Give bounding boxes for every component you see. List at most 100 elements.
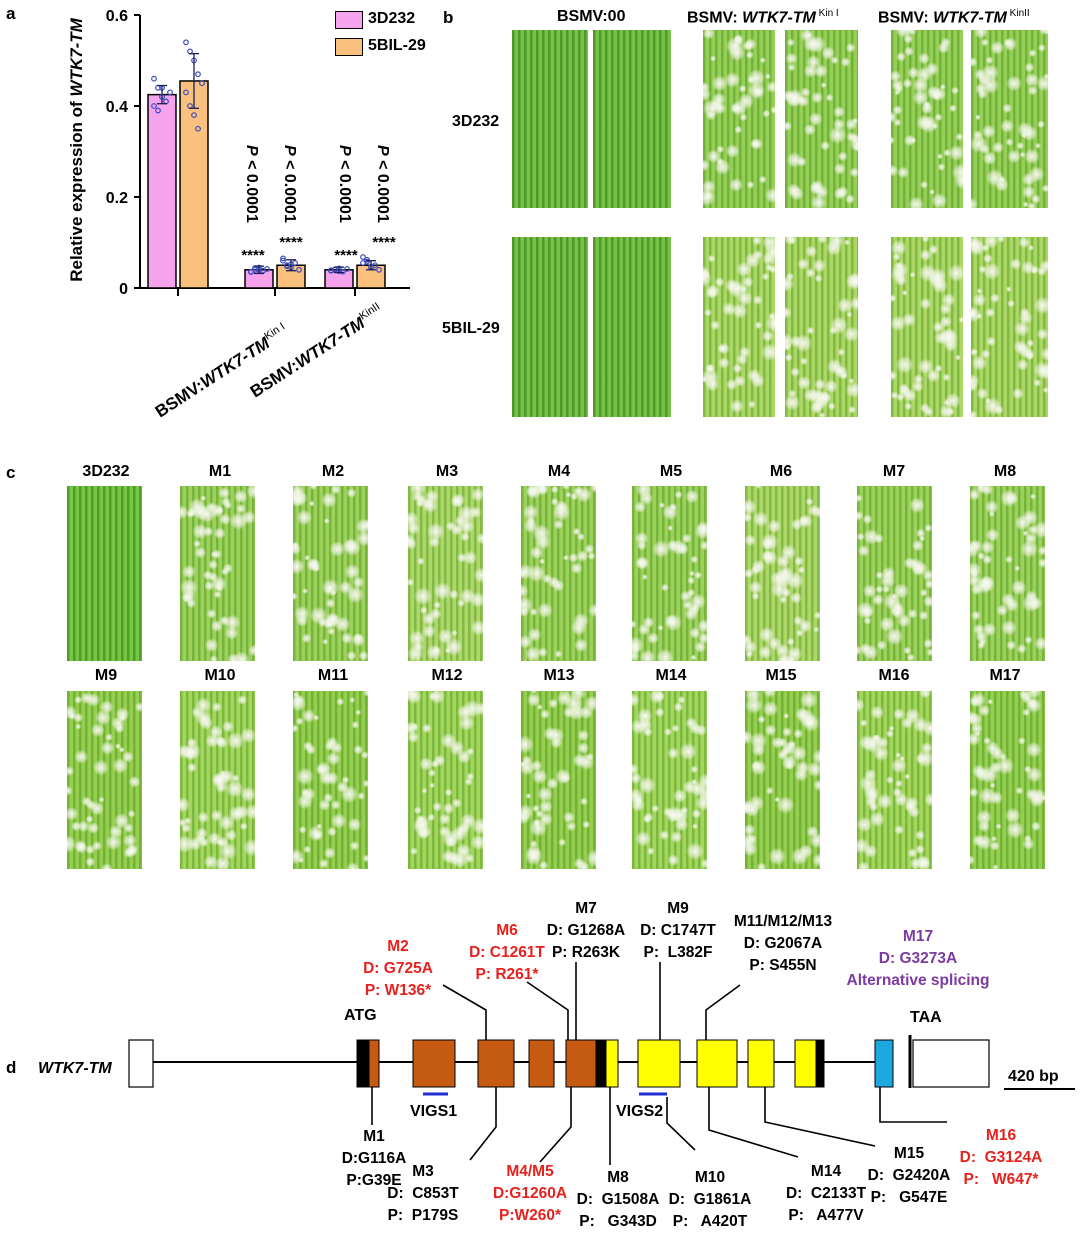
- connector-m10: [666, 1097, 696, 1151]
- p-value-label: P < 0.0001: [374, 145, 391, 223]
- leaf-photo: [971, 30, 1048, 208]
- mutation-label-m16: M16 D: G3124A P: W647*: [960, 1125, 1043, 1191]
- panel-letter-b: b: [443, 8, 454, 27]
- leaf-photo: [593, 237, 671, 417]
- data-point: [360, 254, 366, 260]
- connector-m3: [469, 1087, 497, 1161]
- mutant-label: M12: [431, 667, 463, 684]
- y-tick-label: 0.2: [106, 190, 128, 207]
- mutation-label-m9: M9 D: C1747T P: L382F: [640, 898, 716, 964]
- mutation-label-m1: M1 D:G116A P:G39E: [342, 1126, 407, 1192]
- mutation-p: P: A477V: [788, 1207, 864, 1224]
- mutation-d: D:G116A: [341, 1150, 407, 1167]
- utr-5: [128, 1039, 154, 1088]
- mutant-leaf-photo: [180, 486, 255, 661]
- mutation-p: P: G343D: [579, 1213, 657, 1230]
- legend-label-3d232: 3D232: [368, 10, 416, 27]
- mutation-d: D: C853T: [387, 1185, 459, 1202]
- mutation-d: D: G3273A: [878, 950, 958, 967]
- chart-text: 0 0.2 0.4 0.6 Relative expression of WTK7-TM…: [67, 8, 396, 421]
- leaf-photo: [512, 30, 588, 208]
- connector-m14: [708, 1087, 799, 1158]
- mutant-leaf-photo: [293, 486, 368, 661]
- mutation-d: D: G1508A: [576, 1191, 660, 1208]
- mutation-p: P:G39E: [346, 1172, 402, 1189]
- start-codon-label: ATG: [344, 1007, 377, 1024]
- gene-name-label: WTK7-TM: [38, 1060, 112, 1077]
- y-tick-label: 0: [119, 281, 128, 298]
- mutant-label: M7: [882, 463, 906, 480]
- mutant-label: M5: [659, 463, 683, 480]
- mutant-label: M10: [204, 667, 236, 684]
- data-point: [187, 48, 193, 55]
- mutation-d: D: G1268A: [546, 922, 626, 939]
- panel-letter-a: a: [6, 4, 16, 23]
- exon: [874, 1039, 894, 1088]
- data-point: [195, 71, 201, 78]
- mutation-d: D:G1260A: [492, 1185, 568, 1202]
- leaf-photo: [512, 237, 588, 417]
- exon: [794, 1039, 818, 1088]
- data-point: [183, 39, 189, 46]
- mutant-label: M17: [989, 667, 1021, 684]
- y-tick-label: 0.6: [106, 8, 128, 25]
- data-point: [264, 265, 270, 272]
- data-point: [191, 112, 197, 118]
- data-point: [167, 89, 173, 96]
- significance-stars: ****: [372, 234, 396, 251]
- data-point: [248, 268, 254, 275]
- mutation-p: P:W260*: [498, 1207, 562, 1224]
- exon: [747, 1039, 775, 1088]
- mutation-label-m17: M17 D: G3273A Alternative splicing: [847, 926, 990, 992]
- mutant-leaf-photo: [745, 486, 820, 661]
- mutation-name: M4/M5: [506, 1163, 554, 1180]
- y-tick-label: 0.4: [106, 99, 128, 116]
- leaf-photo: [785, 237, 858, 417]
- mutation-d: D: G725A: [363, 960, 433, 977]
- mutant-leaf-photo: [521, 691, 596, 869]
- exon: [477, 1039, 515, 1088]
- mutation-name: M2: [387, 938, 409, 955]
- mutant-leaf-photo: [632, 691, 707, 869]
- mutant-label: M16: [878, 667, 910, 684]
- p-value-label: P < 0.0001: [281, 145, 298, 223]
- mutant-leaf-photo: [408, 691, 483, 869]
- mutation-d: D: C1747T: [640, 922, 716, 939]
- gene-structure-diagram: [128, 962, 1075, 1165]
- mutation-name: M6: [496, 922, 518, 939]
- mutant-leaf-photo: [857, 486, 932, 661]
- mutant-leaf-photo: [67, 486, 142, 661]
- legend-swatch-5bil29: [335, 38, 363, 56]
- legend-label-5bil29: 5BIL-29: [368, 37, 426, 54]
- leaf-photo: [971, 237, 1048, 417]
- data-point: [376, 266, 382, 273]
- utr-3: [912, 1039, 990, 1088]
- bar-5BIL-29-0: [179, 80, 209, 289]
- exon: [637, 1039, 681, 1088]
- exon: [595, 1039, 607, 1088]
- mutant-label: M15: [765, 667, 797, 684]
- exon: [815, 1039, 825, 1088]
- data-point: [364, 256, 370, 263]
- mutant-label: M13: [543, 667, 575, 684]
- significance-stars: ****: [334, 247, 358, 264]
- mutation-d: D: C1261T: [469, 944, 545, 961]
- col-header-control: BSMV:00: [557, 8, 626, 25]
- stop-codon-label: TAA: [910, 1009, 942, 1026]
- mutant-label: M1: [208, 463, 232, 480]
- mutation-name: M17: [902, 928, 934, 945]
- connector-m15: [764, 1087, 876, 1147]
- y-axis-label: Relative expression of WTK7-TM: [67, 17, 86, 281]
- mutation-p: P: P179S: [387, 1207, 459, 1224]
- mutation-p: Alternative splicing: [846, 972, 990, 989]
- mutant-leaf-photo: [67, 691, 142, 869]
- chart-error-bars: [157, 53, 376, 275]
- leaf-photo: [593, 30, 671, 208]
- mutation-d: D: G2067A: [743, 935, 823, 952]
- mutant-label: M6: [769, 463, 793, 480]
- connector-m11: [705, 984, 741, 1040]
- mutation-d: D: G2420A: [867, 1167, 951, 1184]
- data-point: [296, 266, 302, 273]
- mutant-leaf-photo: [857, 691, 932, 869]
- data-point: [183, 89, 189, 96]
